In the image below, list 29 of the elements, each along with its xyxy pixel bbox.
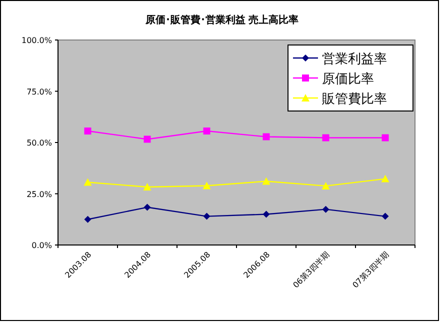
point xyxy=(84,178,92,186)
point xyxy=(203,128,210,135)
point xyxy=(322,134,330,142)
y-tick-label: 50.0% xyxy=(26,138,52,148)
x-tick-label: 06第3四半期 xyxy=(291,250,332,290)
x-tick-label: 07第3四半期 xyxy=(350,250,391,290)
point xyxy=(143,182,152,190)
y-tick-label: 25.0% xyxy=(26,190,52,199)
legend-label: 販管費比率 xyxy=(322,91,387,107)
point xyxy=(144,136,151,143)
legend-label: 原価比率 xyxy=(322,71,374,87)
point xyxy=(202,182,211,190)
legend-label: 営業利益率 xyxy=(322,51,387,67)
chart-title: 原価･販管費･営業利益 売上高比率 xyxy=(144,14,299,26)
point xyxy=(144,204,151,211)
point xyxy=(322,206,330,213)
point xyxy=(262,210,270,218)
point xyxy=(381,174,390,182)
point xyxy=(203,212,210,220)
point xyxy=(84,216,92,223)
point xyxy=(84,128,92,135)
point xyxy=(262,133,270,140)
point xyxy=(262,177,270,185)
point xyxy=(382,212,389,220)
point xyxy=(382,134,389,142)
point xyxy=(322,182,330,190)
y-tick-label: 100.0% xyxy=(21,36,52,45)
y-tick-label: 0.0% xyxy=(32,241,52,250)
y-tick-label: 75.0% xyxy=(26,87,52,96)
